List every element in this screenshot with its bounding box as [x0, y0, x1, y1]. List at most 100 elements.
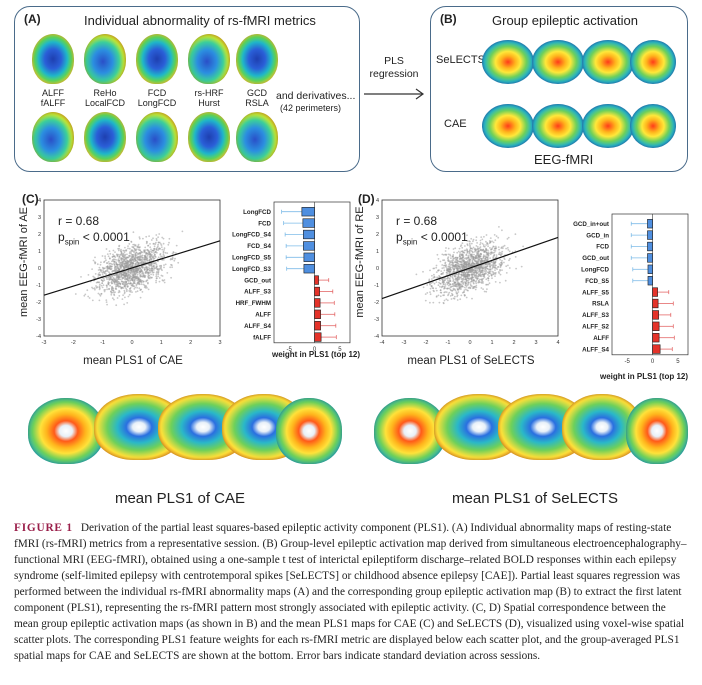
scatter-point [108, 250, 111, 252]
scatter-point [454, 247, 457, 250]
scatter-point [461, 242, 464, 245]
scatter-point [139, 259, 142, 261]
scatter-point [481, 279, 483, 281]
scatter-point [461, 279, 464, 282]
scatter-point [479, 239, 482, 242]
bar [303, 229, 315, 240]
scatter-point [123, 281, 125, 284]
scatter-point [95, 281, 98, 284]
x-tick-label: 2 [512, 340, 515, 346]
scatter-point [137, 267, 139, 270]
scatter-point [116, 297, 119, 299]
scatter-point [430, 285, 433, 288]
scatter-point [447, 279, 449, 282]
scatter-point [123, 292, 126, 295]
y-tick-label: -3 [374, 317, 379, 323]
scatter-point [494, 248, 496, 250]
scatter-point [154, 251, 157, 254]
scatter-point [494, 269, 496, 271]
scatter-point [113, 274, 115, 277]
scatter-point [443, 264, 445, 267]
scatter-point [432, 301, 435, 304]
scatter-point [163, 264, 165, 266]
scatter-point [491, 273, 494, 276]
scatter-d-r: r = 0.68 [396, 214, 438, 228]
scatter-point [101, 255, 104, 257]
scatter-point [141, 256, 144, 259]
scatter-point [486, 271, 489, 274]
fit-line [381, 236, 559, 300]
scatter-point [446, 299, 449, 302]
scatter-point [100, 261, 102, 264]
scatter-point [484, 267, 487, 270]
scatter-point [154, 253, 156, 256]
scatter-point [470, 268, 473, 271]
scatter-point [102, 284, 105, 286]
bar-x-tick-label: 5 [676, 359, 680, 365]
pls-arrow [364, 88, 425, 100]
scatter-point [133, 288, 136, 290]
scatter-point [122, 273, 125, 276]
scatter-point [144, 274, 147, 277]
scatter-point [481, 271, 484, 274]
scatter-point [471, 257, 473, 260]
scatter-point [152, 273, 155, 276]
scatter-point [454, 264, 457, 266]
scatter-point [472, 238, 475, 241]
scatter-point [515, 267, 517, 270]
panel-c-label: (C) [22, 192, 39, 206]
scatter-point [153, 252, 155, 254]
scatter-point [104, 255, 106, 258]
scatter-point [472, 240, 474, 243]
scatter-point [171, 257, 174, 260]
scatter-point [130, 240, 133, 243]
scatter-point [98, 266, 101, 269]
scatter-point [475, 284, 478, 287]
scatter-point [161, 248, 164, 251]
scatter-point [98, 299, 101, 302]
scatter-point [131, 253, 134, 256]
scatter-point [136, 281, 139, 284]
scatter-point [125, 265, 127, 267]
scatter-point [469, 287, 471, 290]
scatter-point [449, 270, 451, 273]
scatter-point [485, 240, 487, 243]
scatter-point [467, 271, 470, 274]
scatter-point [100, 292, 103, 295]
scatter-point [485, 269, 487, 272]
scatter-point [119, 282, 122, 285]
scatter-point [498, 272, 501, 274]
bar-category-label: GCD_in+out [573, 221, 609, 228]
scatter-point [147, 274, 150, 277]
scatter-point [124, 255, 126, 258]
scatter-point [113, 298, 115, 301]
scatter-point [99, 294, 102, 297]
scatter-point [155, 239, 158, 242]
scatter-point [447, 293, 450, 296]
bar [314, 275, 319, 285]
scatter-point [119, 278, 122, 281]
scatter-point [487, 245, 489, 248]
scatter-point [121, 254, 124, 257]
scatter-point [455, 256, 458, 259]
scatter-point [477, 266, 480, 269]
scatter-point [167, 243, 170, 246]
scatter-point [446, 271, 448, 274]
scatter-point [100, 284, 103, 287]
scatter-point [492, 241, 495, 244]
scatter-point [106, 303, 108, 306]
scatter-point [460, 264, 462, 266]
scatter-point [134, 278, 137, 280]
brain-map-localfcd [84, 112, 126, 162]
scatter-point [426, 292, 429, 294]
scatter-point [163, 279, 166, 281]
scatter-point [477, 259, 479, 262]
scatter-point [97, 269, 100, 271]
scatter-point [136, 258, 139, 261]
scatter-point [149, 257, 152, 260]
scatter-point [446, 277, 448, 280]
scatter-point [138, 252, 141, 254]
y-tick-label: 4 [38, 198, 41, 204]
scatter-point [466, 243, 469, 246]
scatter-point [435, 296, 438, 298]
